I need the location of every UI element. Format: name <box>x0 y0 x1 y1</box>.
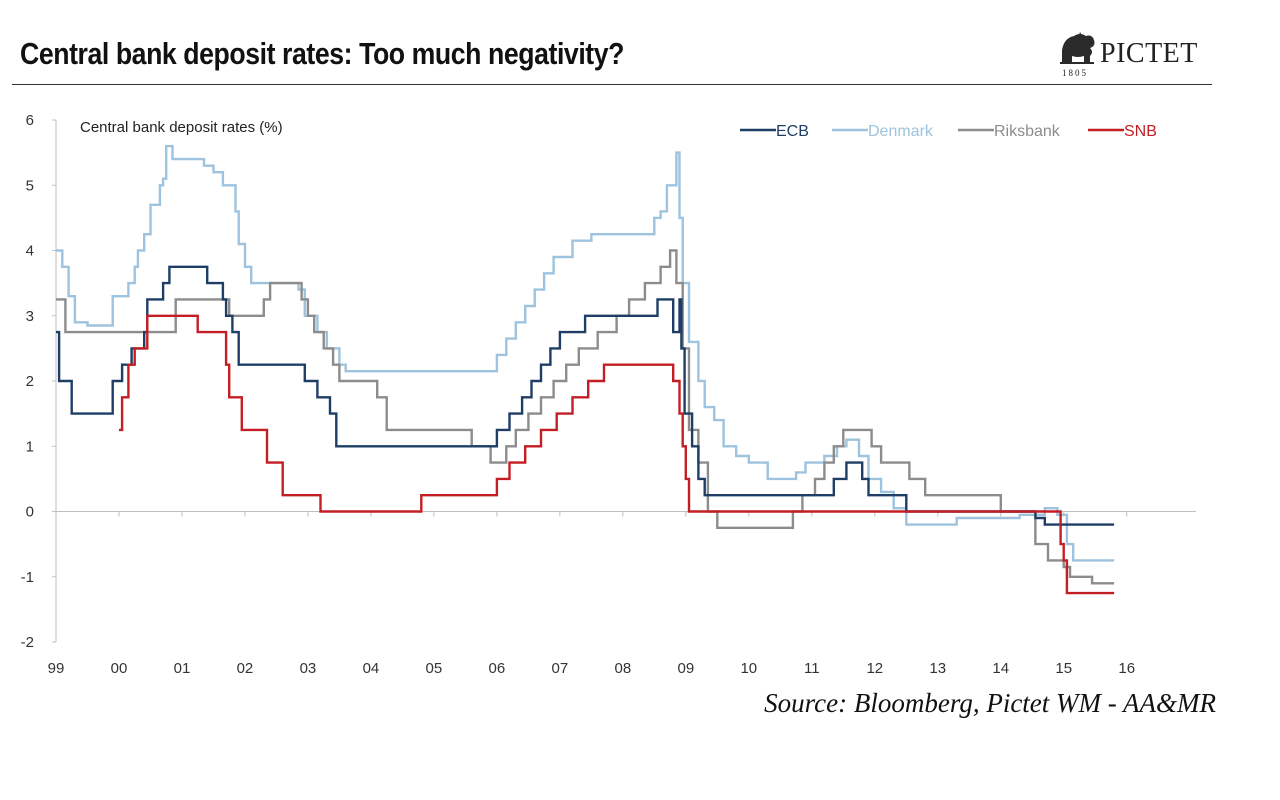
y-tick-label: 1 <box>26 438 34 455</box>
legend-label-snb: SNB <box>1124 123 1157 140</box>
title-divider <box>12 84 1212 85</box>
legend-label-denmark: Denmark <box>868 123 934 140</box>
x-tick-label: 01 <box>174 660 191 677</box>
y-tick-label: 6 <box>26 112 34 129</box>
legend-label-ecb: ECB <box>776 123 809 140</box>
series-line-snb <box>119 314 1115 595</box>
y-tick-label: 0 <box>26 504 34 521</box>
x-tick-label: 09 <box>677 660 694 677</box>
x-tick-label: 07 <box>552 660 569 677</box>
chart-title: Central bank deposit rates (%) <box>80 119 283 136</box>
x-tick-label: 00 <box>111 660 128 677</box>
chart-legend: ECB Denmark Riksbank SNB <box>740 123 1157 140</box>
series-line-riksbank <box>56 249 1115 585</box>
x-tick-label: 16 <box>1118 660 1135 677</box>
x-tick-label: 15 <box>1055 660 1072 677</box>
page-title: Central bank deposit rates: Too much neg… <box>20 36 625 71</box>
deposit-rates-chart: Central bank deposit rates (%) 6543210-1… <box>21 112 1196 677</box>
x-tick-label: 14 <box>992 660 1009 677</box>
lion-icon <box>1060 32 1095 64</box>
x-tick-label: 02 <box>237 660 254 677</box>
x-tick-label: 04 <box>363 660 380 677</box>
x-tick-label: 06 <box>489 660 506 677</box>
series-line-ecb <box>56 265 1115 526</box>
y-tick-label: 4 <box>26 243 34 260</box>
logo-year: 1805 <box>1062 68 1088 78</box>
x-tick-label: 10 <box>740 660 757 677</box>
x-tick-label: 12 <box>866 660 883 677</box>
x-tick-label: 13 <box>929 660 946 677</box>
y-tick-label: 5 <box>26 177 34 194</box>
y-tick-label: -2 <box>21 634 34 651</box>
series-line-denmark <box>56 144 1115 562</box>
y-tick-label: 3 <box>26 308 34 325</box>
y-tick-label: -1 <box>21 569 34 586</box>
x-tick-label: 03 <box>300 660 317 677</box>
x-tick-label: 08 <box>615 660 632 677</box>
pictet-logo: PICTET 1805 <box>1056 28 1216 82</box>
x-tick-label: 99 <box>48 660 65 677</box>
logo-text: PICTET <box>1100 38 1198 69</box>
x-tick-label: 05 <box>426 660 443 677</box>
x-tick-label: 11 <box>804 660 820 677</box>
chart-series <box>56 144 1115 595</box>
y-tick-label: 2 <box>26 373 34 390</box>
source-note: Source: Bloomberg, Pictet WM - AA&MR <box>764 688 1216 718</box>
legend-label-riksbank: Riksbank <box>994 123 1061 140</box>
